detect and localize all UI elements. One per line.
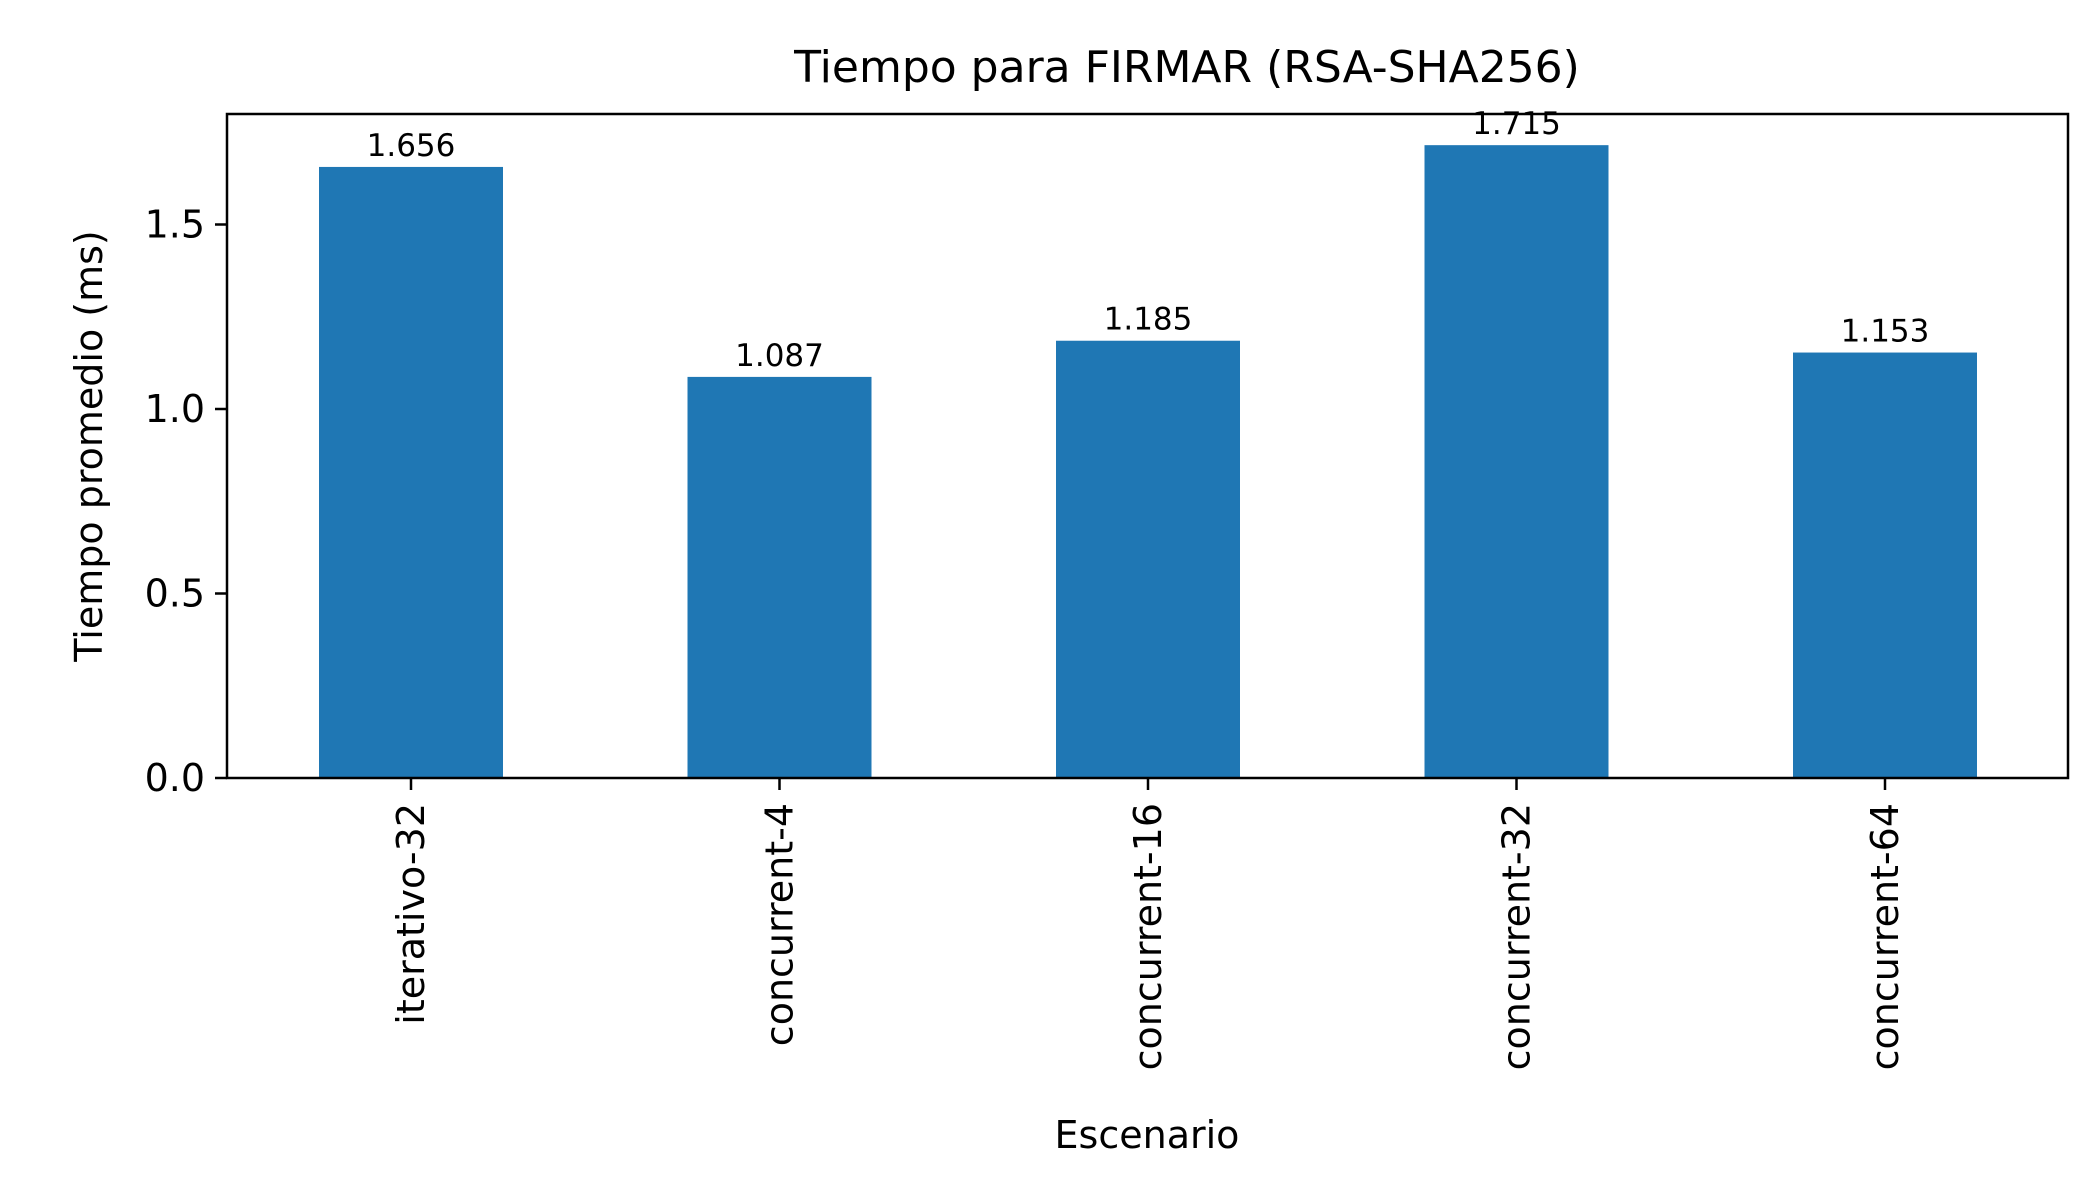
y-axis-label: Tiempo promedio (ms)	[67, 230, 111, 662]
bar-value-label: 1.185	[1104, 302, 1193, 338]
x-tick-label: concurrent-4	[758, 803, 802, 1046]
bar-iterativo-32	[319, 166, 503, 778]
x-tick-label: iterativo-32	[389, 803, 433, 1025]
bar-value-label: 1.656	[367, 128, 456, 164]
y-axis: 0.0 0.5 1.0 1.5	[145, 203, 227, 800]
x-tick-label: concurrent-64	[1863, 803, 1907, 1070]
value-labels-layer: 1.656 1.087 1.185 1.715 1.153	[367, 106, 1930, 374]
bar-value-label: 1.087	[735, 338, 824, 374]
bar-concurrent-32	[1424, 145, 1609, 779]
bars-layer	[319, 145, 1977, 779]
bar-concurrent-64	[1793, 352, 1977, 778]
x-tick-label: concurrent-32	[1495, 803, 1539, 1070]
bar-value-label: 1.715	[1472, 106, 1561, 142]
x-axis-label: Escenario	[1055, 1113, 1240, 1157]
chart-title: Tiempo para FIRMAR (RSA-SHA256)	[793, 42, 1580, 93]
y-tick-label: 1.0	[145, 387, 205, 431]
x-axis: iterativo-32 concurrent-4 concurrent-16 con…	[389, 778, 1907, 1070]
bar-concurrent-16	[1056, 340, 1240, 778]
plot-area-frame	[225, 112, 2070, 780]
bar-concurrent-4	[687, 376, 872, 778]
y-tick-label: 1.5	[145, 203, 205, 247]
y-tick-label: 0.5	[145, 572, 205, 616]
y-tick-label: 0.0	[145, 756, 205, 800]
bar-value-label: 1.153	[1841, 314, 1930, 350]
x-tick-label: concurrent-16	[1126, 803, 1170, 1070]
